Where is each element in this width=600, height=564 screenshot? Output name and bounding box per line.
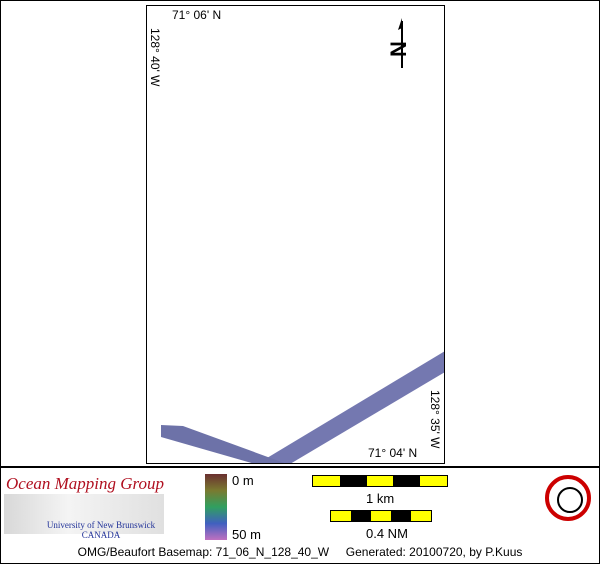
logo-country: CANADA bbox=[81, 530, 121, 540]
north-label: N bbox=[385, 41, 411, 57]
omg-logo-title: Ocean Mapping Group bbox=[6, 474, 165, 493]
swath-west bbox=[161, 425, 285, 463]
legend-separator bbox=[0, 466, 600, 468]
bottom-latitude: 71° 04' N bbox=[368, 446, 418, 460]
scale-bar-nm bbox=[330, 510, 432, 522]
scale-nm-label: 0.4 NM bbox=[366, 526, 408, 541]
footer: OMG/Beaufort Basemap: 71_06_N_128_40_W G… bbox=[0, 545, 600, 559]
top-latitude: 71° 06' N bbox=[172, 8, 222, 22]
depth-colorbar bbox=[205, 474, 227, 540]
north-arrow-icon bbox=[398, 18, 403, 68]
generated-info: Generated: 20100720, by P.Kuus bbox=[345, 545, 523, 559]
omg-logo-subtitle: University of New Brunswick CANADA bbox=[36, 520, 166, 540]
logo-university: University of New Brunswick bbox=[46, 520, 156, 530]
scale-km-label: 1 km bbox=[366, 491, 395, 506]
right-longitude: 128° 35' W bbox=[428, 390, 442, 449]
depth-max-label: 50 m bbox=[232, 527, 261, 542]
left-longitude: 128° 40' W bbox=[148, 28, 162, 87]
unb-geodesy-seal bbox=[545, 475, 591, 521]
omg-logo-image bbox=[4, 494, 164, 534]
scale-bar-km bbox=[312, 475, 448, 487]
map-frame[interactable]: N bbox=[146, 5, 445, 464]
basemap-name: OMG/Beaufort Basemap: 71_06_N_128_40_W bbox=[77, 545, 330, 559]
bathymetry-swaths bbox=[161, 18, 444, 463]
swath-northeast bbox=[258, 351, 444, 463]
depth-min-label: 0 m bbox=[232, 473, 254, 488]
